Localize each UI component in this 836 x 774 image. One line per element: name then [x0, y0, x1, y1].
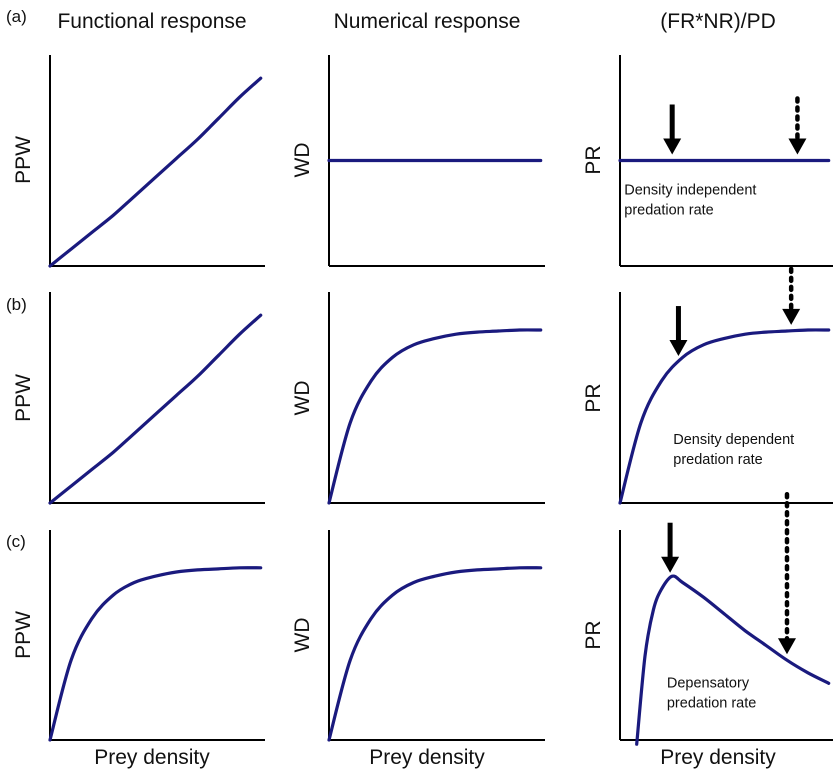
- annotation-b3-line2: predation rate: [673, 452, 762, 468]
- dotted-arrow-c3: [777, 491, 796, 655]
- panel-b3: PR Density dependent predation rate: [582, 266, 833, 505]
- curve-c3: [635, 574, 831, 746]
- y-axis-label-a3: PR: [582, 145, 605, 174]
- row-label-b: (b): [6, 295, 27, 314]
- annotation-c3-line2: predation rate: [667, 696, 756, 712]
- panel-a1: PPW: [12, 55, 265, 268]
- solid-arrow-c3: [661, 522, 680, 573]
- y-axis-label-b3: PR: [582, 383, 605, 412]
- y-axis-label-c1: PPW: [12, 611, 35, 659]
- annotation-c3-line1: Depensatory: [667, 676, 750, 692]
- arrow-head: [661, 556, 680, 573]
- column-title-numerical-response: Numerical response: [334, 10, 521, 33]
- solid-arrow-a3: [663, 104, 682, 155]
- curve-b1: [48, 313, 263, 505]
- dotted-arrow-a3: [788, 96, 807, 155]
- y-axis-label-b1: PPW: [12, 374, 35, 422]
- curve-b3: [618, 328, 831, 505]
- panel-a3: PR Density independent predation rate: [582, 55, 833, 267]
- curve-b2: [327, 328, 543, 505]
- panel-a2: WD: [291, 55, 545, 267]
- panels-group: PPW WD PR Density independent predation rate…: [12, 55, 833, 746]
- row-label-a: (a): [6, 7, 27, 26]
- panel-b2: WD: [291, 292, 545, 505]
- column-title-functional-response: Functional response: [57, 10, 246, 33]
- arrow-head: [777, 638, 796, 655]
- x-axis-label-col3: Prey density: [660, 746, 776, 769]
- curve-a1: [48, 76, 263, 268]
- solid-arrow-b3: [669, 306, 688, 357]
- arrow-head: [663, 138, 682, 155]
- panel-c3: PR Depensatory predation rate: [582, 491, 833, 746]
- x-axis-label-col2: Prey density: [369, 746, 485, 769]
- arrow-head: [669, 340, 688, 357]
- y-axis-label-c2: WD: [291, 618, 314, 653]
- x-axis-label-col1: Prey density: [94, 746, 210, 769]
- y-axis-label-c3: PR: [582, 620, 605, 649]
- annotation-a3-line2: predation rate: [624, 202, 713, 218]
- annotation-a3-line1: Density independent: [624, 182, 756, 198]
- y-axis-label-b2: WD: [291, 381, 314, 416]
- curve-c2: [327, 566, 543, 742]
- arrow-head: [788, 138, 807, 155]
- column-title-ratio: (FR*NR)/PD: [660, 10, 776, 33]
- panel-c2: WD: [291, 530, 545, 742]
- curve-c1: [48, 566, 263, 742]
- y-axis-label-a2: WD: [291, 143, 314, 178]
- row-label-c: (c): [6, 532, 26, 551]
- arrow-head: [782, 308, 801, 325]
- annotation-b3-line1: Density dependent: [673, 432, 794, 448]
- dotted-arrow-b3: [782, 266, 801, 325]
- panel-c1: PPW: [12, 530, 265, 742]
- panel-b1: PPW: [12, 292, 265, 505]
- y-axis-label-a1: PPW: [12, 136, 35, 184]
